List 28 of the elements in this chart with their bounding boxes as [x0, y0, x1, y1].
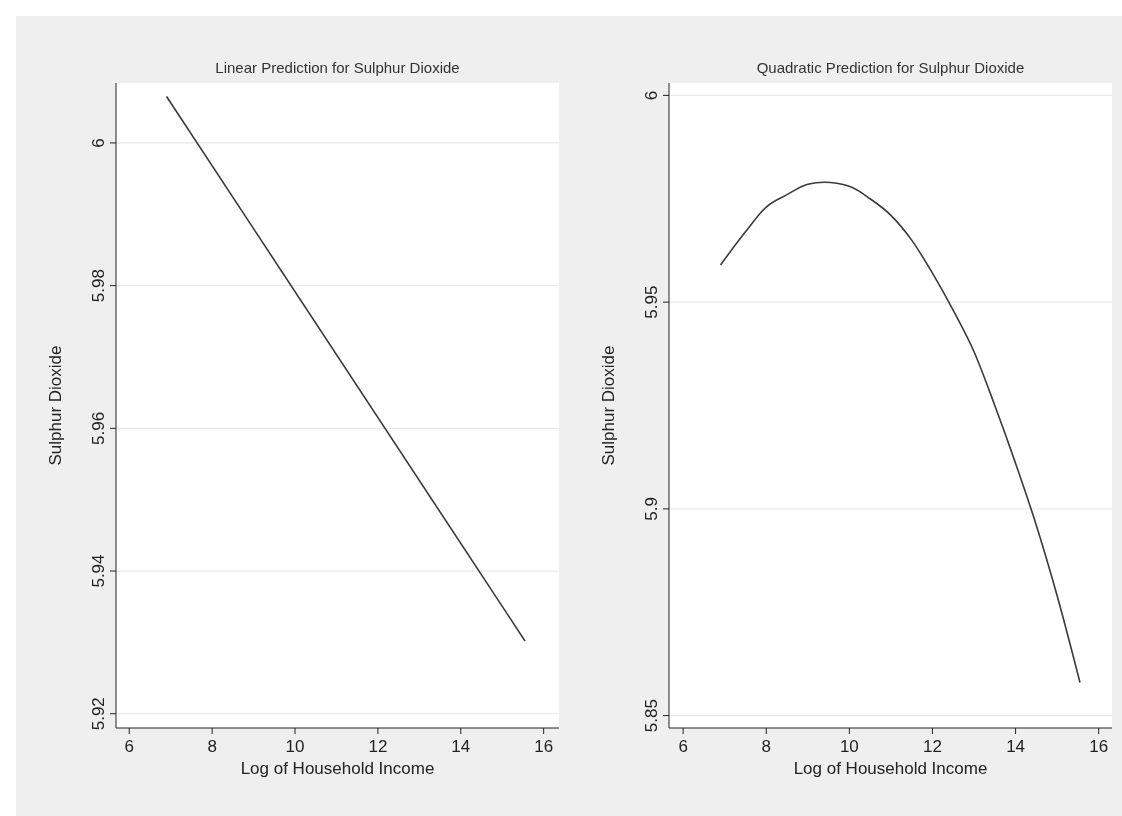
x-tick-label: 16	[1089, 737, 1109, 756]
line-series	[719, 181, 1081, 684]
y-tick-label: 5.95	[642, 285, 661, 319]
chart-title: Linear Prediction for Sulphur Dioxide	[215, 59, 460, 76]
x-tick-label: 8	[761, 737, 771, 756]
y-axis-title: Sulphur Dioxide	[599, 345, 618, 466]
y-axis-title: Sulphur Dioxide	[46, 345, 65, 466]
y-tick-label: 5.98	[89, 269, 108, 303]
y-tick-label: 5.96	[89, 411, 108, 445]
x-tick-label: 6	[678, 737, 688, 756]
y-tick-label: 6	[642, 90, 661, 101]
x-axis-title: Log of Household Income	[793, 759, 988, 778]
x-tick-label: 12	[368, 737, 388, 756]
y-tick-label: 5.9	[642, 497, 661, 521]
y-tick-label: 6	[89, 138, 108, 148]
x-tick-label: 14	[1006, 737, 1026, 756]
y-tick-label: 5.92	[89, 697, 108, 731]
x-tick-label: 14	[451, 737, 471, 756]
x-tick-label: 12	[923, 737, 942, 756]
x-axis-title: Log of Household Income	[240, 759, 435, 778]
y-tick-label: 5.94	[89, 554, 108, 588]
x-tick-label: 10	[285, 737, 305, 756]
x-tick-label: 6	[124, 737, 134, 756]
x-tick-label: 8	[207, 737, 217, 756]
x-tick-label: 10	[839, 737, 859, 756]
y-tick-label: 5.85	[642, 699, 661, 733]
x-tick-label: 16	[534, 737, 554, 756]
chart-title: Quadratic Prediction for Sulphur Dioxide	[756, 59, 1025, 76]
